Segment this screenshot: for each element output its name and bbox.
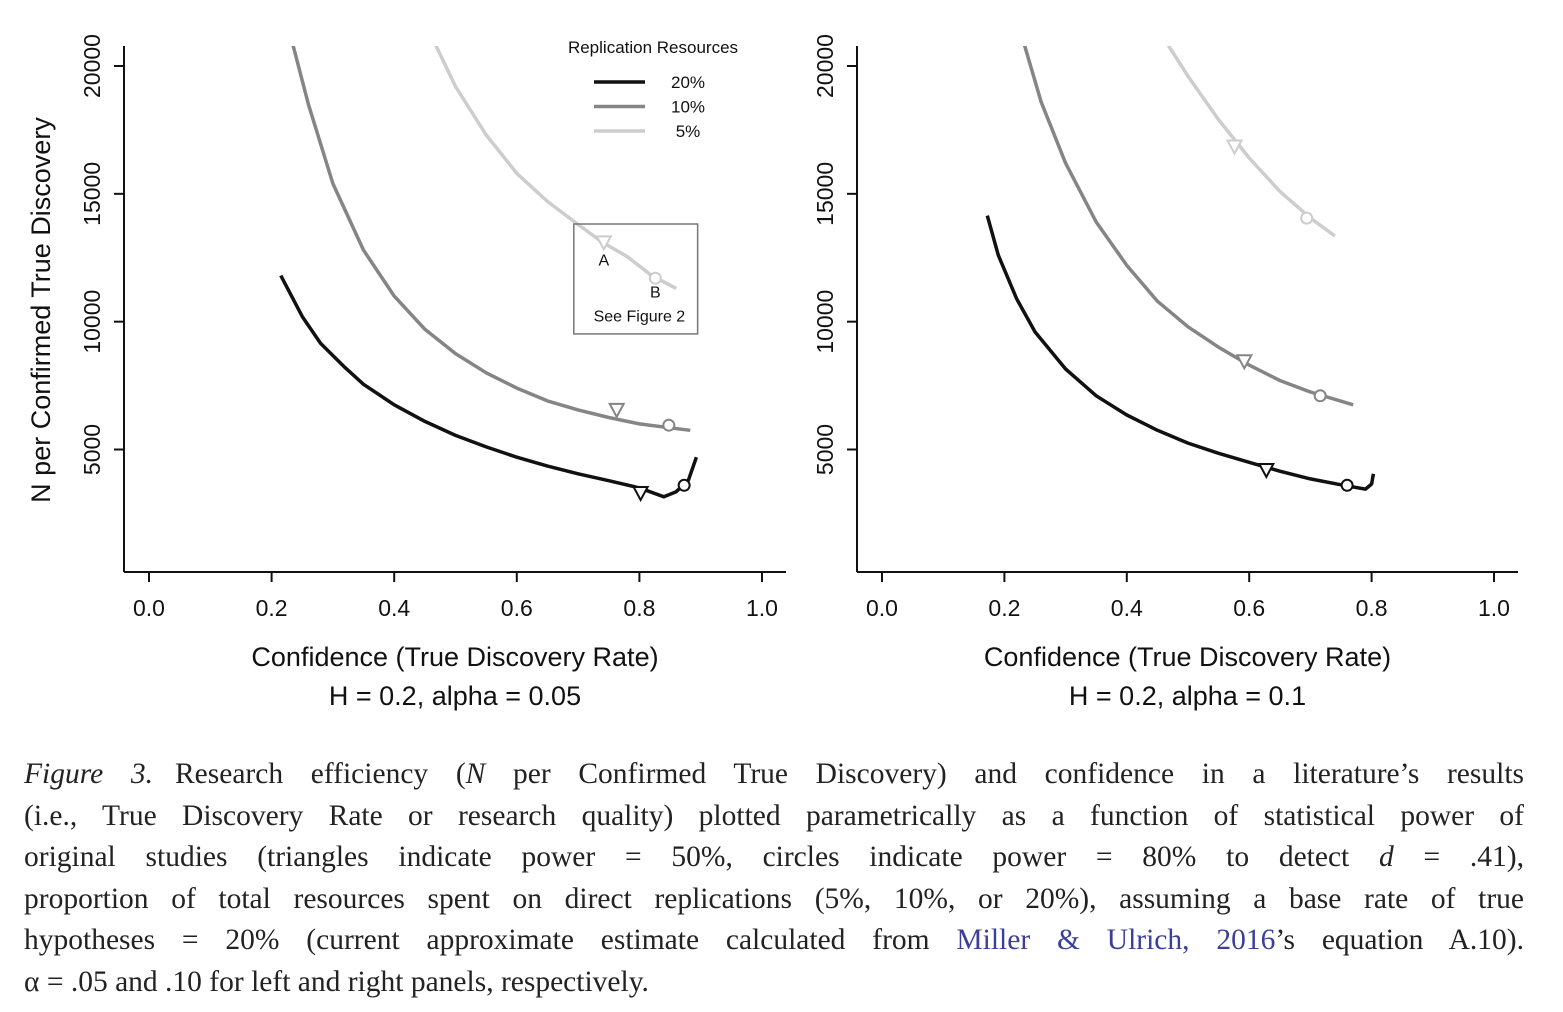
series-line-10pct	[291, 46, 691, 433]
x-axis-label: Confidence (True Discovery Rate)	[251, 642, 658, 672]
x-tick-label: 0.6	[501, 595, 533, 621]
x-tick-label: 0.8	[1356, 595, 1388, 621]
y-tick-label: 10000	[812, 290, 838, 354]
chart-panel-1: 0.0 0.2 0.4 0.6 0.8 1.0 5000 10000 15000 20000 Con…	[26, 34, 786, 711]
power-50-triangle-marker	[1235, 354, 1253, 371]
series-line-5pct	[1166, 46, 1336, 238]
y-tick-label: 5000	[812, 424, 838, 475]
legend-entry-label: 10%	[671, 98, 705, 117]
power-50-triangle-marker	[608, 402, 626, 419]
caption-line: original studies (triangles indicate pow…	[24, 837, 1524, 879]
x-tick-label: 0.4	[378, 595, 410, 621]
figure-2-inset-box	[573, 223, 699, 335]
caption-text: hypotheses = 20% (current approximate es…	[24, 924, 957, 956]
caption-text: (i.e., True Discovery Rate or research q…	[24, 799, 1524, 832]
power-50-triangle-marker	[595, 235, 613, 252]
y-tick-label: 15000	[812, 162, 838, 226]
x-tick-label: 1.0	[1478, 595, 1510, 621]
x-tick-label: 0.4	[1111, 595, 1143, 621]
power-80-circle-marker	[1300, 211, 1314, 225]
y-tick-label: 10000	[79, 290, 105, 354]
x-tick-label: 0.2	[256, 595, 288, 621]
x-tick-label: 0.0	[866, 595, 898, 621]
legend-entry-label: 20%	[671, 73, 705, 92]
y-tick-label: 15000	[79, 162, 105, 226]
annotation-label: See Figure 2	[594, 309, 686, 326]
series-line-20pct	[279, 274, 699, 499]
y-axis-label: N per Confirmed True Discovery	[26, 117, 56, 503]
caption-text: α = .05 and .10 for left and right panel…	[24, 965, 649, 998]
power-50-triangle-marker	[1257, 462, 1276, 480]
caption-line: proportion of total resources spent on d…	[24, 879, 1524, 921]
caption-text: original studies (triangles indicate pow…	[24, 841, 1380, 873]
caption-text: per Confirmed True Discovery) and confid…	[485, 758, 1524, 790]
figure-label: Figure 3.	[24, 758, 153, 790]
x-axis-label: Confidence (True Discovery Rate)	[984, 642, 1391, 672]
x-tick-label: 0.2	[988, 595, 1020, 621]
caption-line: Figure 3. Research efficiency (N per Conf…	[24, 754, 1524, 796]
series-line-20pct	[985, 215, 1376, 491]
power-80-circle-marker	[662, 418, 676, 432]
power-80-circle-marker	[1340, 478, 1354, 492]
y-tick-label: 20000	[812, 34, 838, 98]
power-50-triangle-marker	[631, 485, 650, 503]
caption-line: (i.e., True Discovery Rate or research q…	[24, 796, 1524, 838]
y-tick-label: 5000	[79, 424, 105, 475]
chart-panel-2: 0.0 0.2 0.4 0.6 0.8 1.0 5000 10000 15000 20000 Con…	[812, 34, 1518, 711]
legend: Replication Resources 20% 10% 5%	[568, 38, 738, 141]
figure-3: 0.0 0.2 0.4 0.6 0.8 1.0 5000 10000 15000 20000 Con…	[26, 34, 1518, 711]
x-tick-label: 0.6	[1233, 595, 1265, 621]
x-tick-label: 0.0	[133, 595, 165, 621]
x-tick-label: 0.8	[623, 595, 655, 621]
caption-text: N	[465, 758, 486, 790]
legend-entry-label: 5%	[676, 122, 701, 141]
power-80-circle-marker	[677, 478, 691, 492]
power-80-circle-marker	[1313, 389, 1327, 403]
caption-text: Research efficiency (	[175, 758, 466, 790]
power-80-circle-marker	[648, 271, 662, 285]
chart-title: H = 0.2, alpha = 0.05	[329, 681, 581, 711]
caption-text: d	[1379, 841, 1394, 873]
citation-link[interactable]: Miller & Ulrich, 2016	[956, 924, 1276, 956]
series-line-10pct	[1022, 46, 1354, 407]
y-tick-label: 20000	[79, 34, 105, 98]
x-tick-label: 1.0	[746, 595, 778, 621]
annotation-label: B	[650, 284, 661, 301]
legend-title: Replication Resources	[568, 38, 738, 57]
power-50-triangle-marker	[1225, 139, 1244, 156]
annotation-label: A	[599, 252, 610, 269]
caption-text: ’s equation A.10).	[1275, 924, 1524, 956]
caption-text: proportion of total resources spent on d…	[24, 882, 1524, 915]
series-line-5pct	[434, 46, 678, 290]
caption-text: = .41),	[1393, 841, 1524, 873]
chart-title: H = 0.2, alpha = 0.1	[1069, 681, 1306, 711]
caption-line: hypotheses = 20% (current approximate es…	[24, 920, 1524, 962]
figure-caption: Figure 3. Research efficiency (N per Conf…	[24, 754, 1524, 1003]
caption-line: α = .05 and .10 for left and right panel…	[24, 962, 1524, 1004]
